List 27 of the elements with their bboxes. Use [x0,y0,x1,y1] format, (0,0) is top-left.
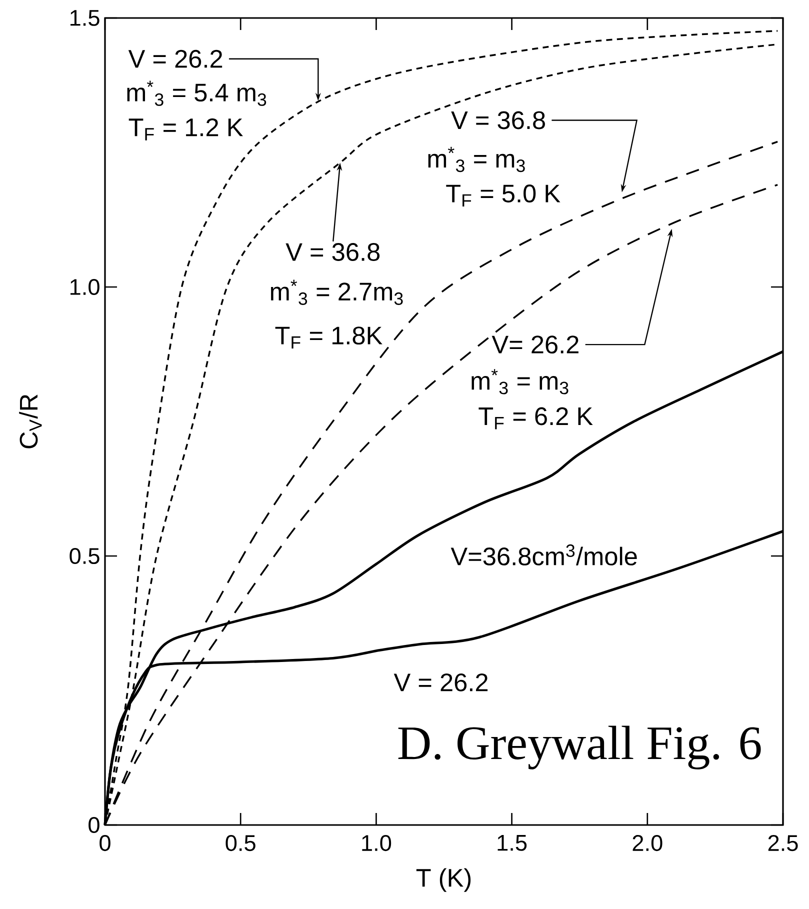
y-tick-label: 1.0 [70,278,100,296]
annotation: V = 26.2 [394,673,488,692]
annotation: m$^{*}$$_{3}$ = 5.4 m$_{3}$ [127,80,266,106]
x-axis-title: T (K) [416,868,471,892]
y-tick-label: 0.5 [70,548,100,564]
annotation: T$_{F}$ = 1.8K [275,326,382,349]
annotation: V= 26.2 [492,336,578,354]
y-axis-title: C$_{V}$/R [19,394,42,448]
x-tick-label: 2.5 [768,835,798,852]
annotation: T$_{F}$ = 6.2 K [478,407,593,430]
annotation: V = 36.8 [451,111,545,130]
y-tick-label: 0 [88,816,100,834]
x-tick-label: 0.5 [226,835,256,852]
x-tick-label: 0 [100,835,110,852]
x-tick-label: 2.0 [632,835,662,852]
annotation: V=36.8cm$^{3}$/mole [450,544,637,566]
annotation: D. Greywall Fig. 6 [398,726,761,770]
x-tick-label: 1.0 [362,835,392,852]
y-tick-label: 1.5 [70,10,100,26]
annotation: m$^{*}$$_{3}$ = m$_{3}$ [472,369,568,394]
annotation: T$_{F}$ = 5.0 K [446,184,560,207]
x-tick-label: 1.5 [498,835,527,851]
annotation: m$^{*}$$_{3}$ = m$_{3}$ [428,146,525,172]
annotation: V = 36.8 [286,243,380,261]
annotation: T$_{F}$ = 1.2 K [128,118,243,140]
annotation: m$^{*}$$_{3}$ = 2.7m$_{3}$ [270,280,403,305]
annotation: V = 26.2 [128,50,222,68]
